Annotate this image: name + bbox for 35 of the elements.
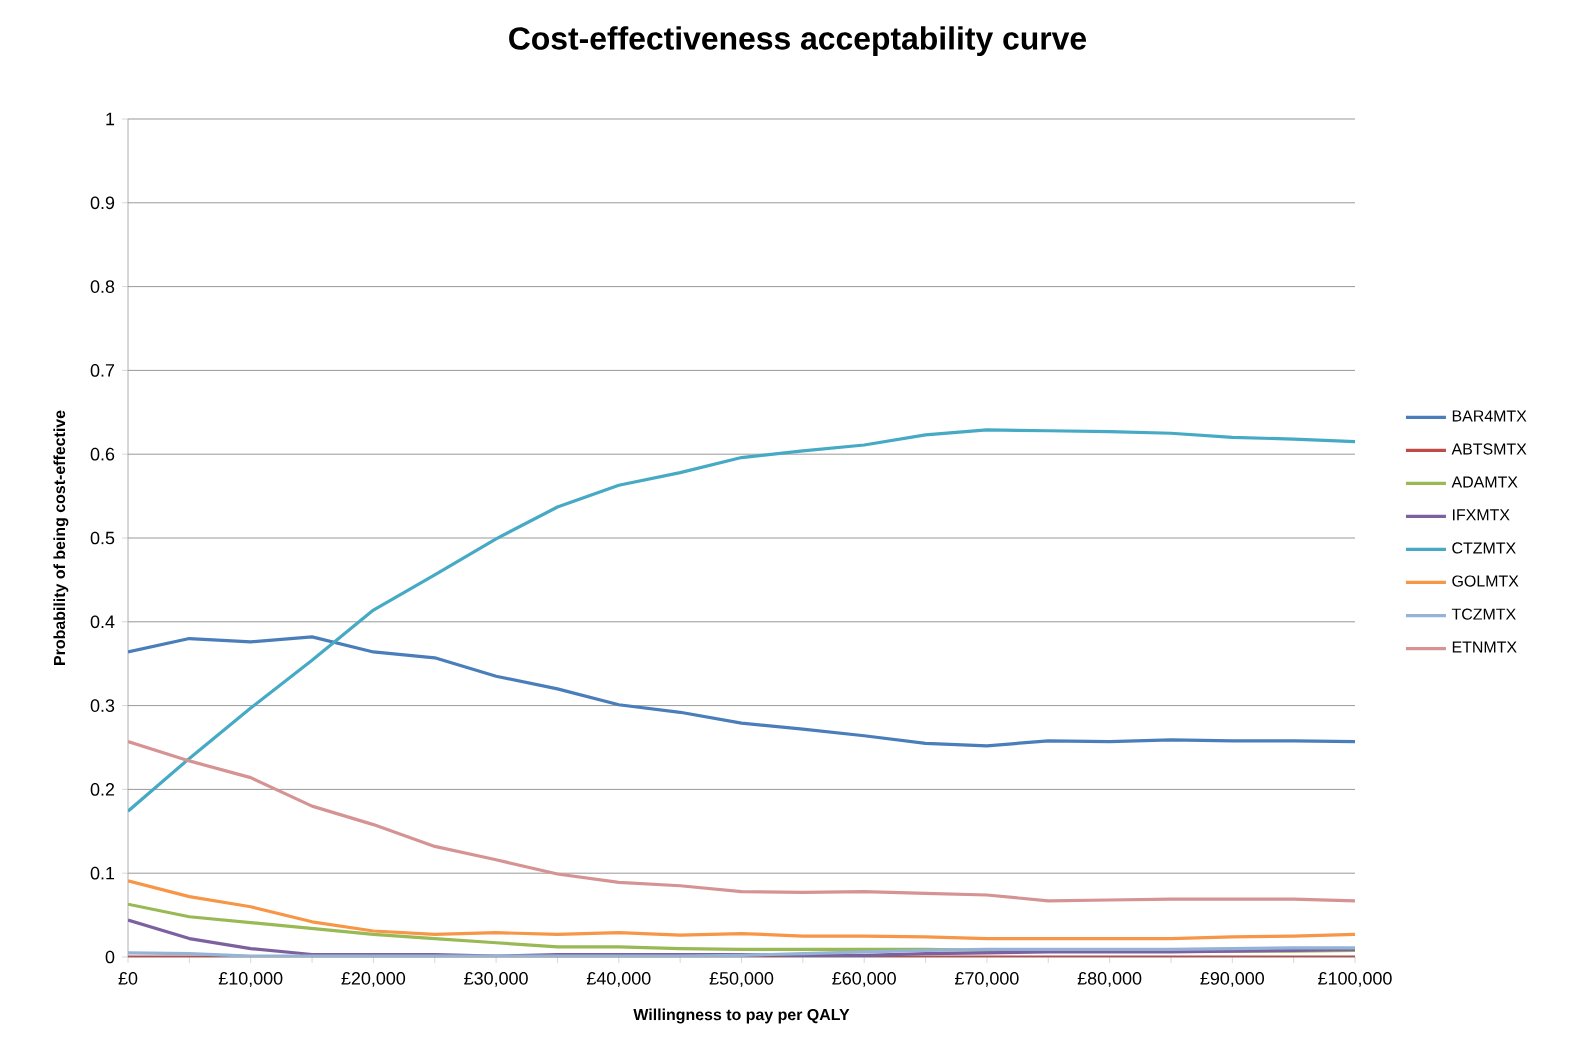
x-axis-title: Willingness to pay per QALY <box>633 1008 850 1024</box>
x-tick-label: £100,000 <box>1318 972 1392 987</box>
y-tick-label: 0 <box>105 950 115 964</box>
y-tick-label: 0.1 <box>90 866 115 880</box>
legend-label: CTZMTX <box>1452 542 1516 554</box>
y-tick-label: 0.6 <box>90 447 115 461</box>
y-tick-label: 0.5 <box>90 531 115 545</box>
legend-label: IFXMTX <box>1453 509 1510 521</box>
x-tick-label: £80,000 <box>1077 972 1142 987</box>
x-tick-label: £90,000 <box>1200 972 1265 987</box>
y-axis-title: Probability of being cost-effective <box>53 410 69 665</box>
line-series <box>128 428 1356 813</box>
line-series <box>128 635 1356 748</box>
y-tick-label: 0.7 <box>90 364 115 377</box>
y-tick-label: 0.8 <box>90 280 115 293</box>
x-tick-label: £30,000 <box>464 972 528 987</box>
x-tick-label: £10,000 <box>218 972 283 987</box>
legend-label: ABTSMTX <box>1451 443 1527 455</box>
y-tick-label: 0.2 <box>90 783 115 796</box>
x-tick-label: £40,000 <box>586 972 651 987</box>
legend-label: ETNMTX <box>1452 641 1517 653</box>
x-tick-label: £50,000 <box>709 972 774 987</box>
legend-label: BAR4MTX <box>1452 410 1527 422</box>
y-tick-label: 0.3 <box>90 699 115 712</box>
x-tick-label: £70,000 <box>955 972 1019 987</box>
x-tick-label: £20,000 <box>341 972 406 987</box>
x-tick-label: £60,000 <box>832 972 896 987</box>
y-tick-label: 1 <box>106 112 115 126</box>
y-tick-label: 0.9 <box>90 196 115 210</box>
x-tick-label: £0 <box>118 972 138 985</box>
legend-label: TCZMTX <box>1451 608 1516 620</box>
legend-label: GOLMTX <box>1452 575 1519 587</box>
chart-title: Cost-effectiveness acceptability curve <box>509 26 1087 56</box>
y-tick-label: 0.4 <box>90 615 115 629</box>
legend-label: ADAMTX <box>1451 476 1518 488</box>
